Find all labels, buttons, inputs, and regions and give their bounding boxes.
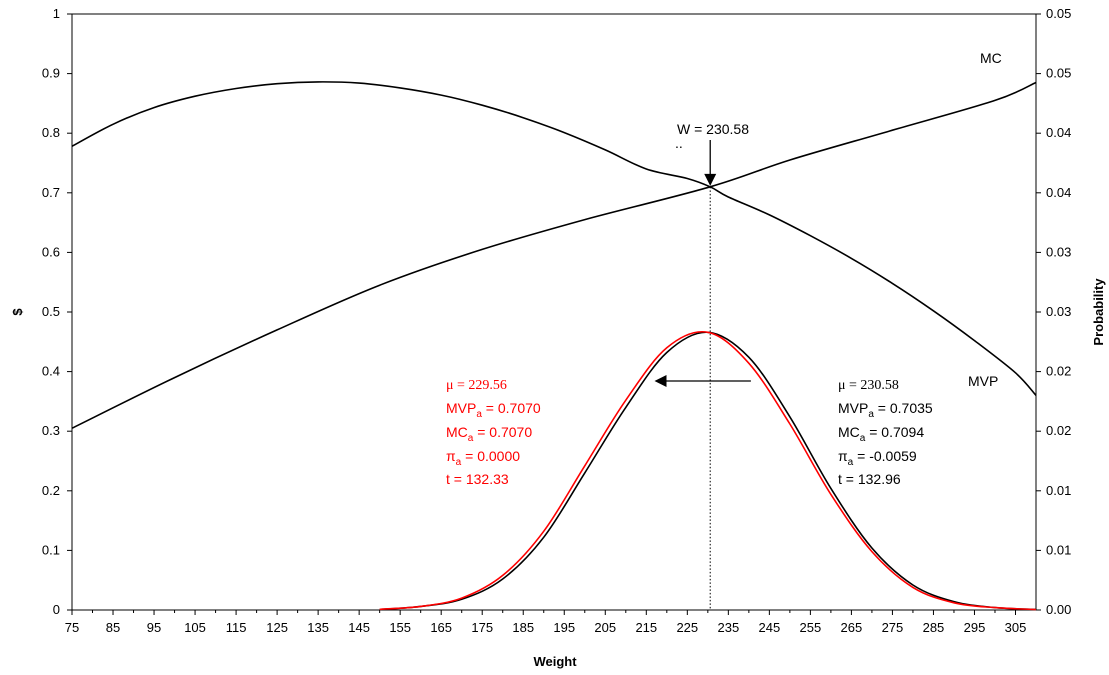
red-mvp: MVPa = 0.7070 — [446, 400, 541, 420]
x-tick-label: 85 — [106, 620, 120, 635]
series-line-mc — [71, 81, 1037, 429]
x-tick-label: 245 — [759, 620, 781, 635]
x-tick-label: 165 — [430, 620, 452, 635]
x-tick-label: 195 — [553, 620, 575, 635]
y-tick-label: 0.3 — [42, 423, 60, 438]
y2-tick-label: 0.04 — [1046, 185, 1071, 200]
mc-label: MC — [980, 50, 1002, 66]
x-tick-label: 235 — [717, 620, 739, 635]
x-tick-label: 135 — [307, 620, 329, 635]
x-tick-label: 225 — [676, 620, 698, 635]
y2-tick-label: 0.05 — [1046, 66, 1071, 81]
red-mu: μ = 229.56 — [446, 378, 507, 393]
black-pi: πa = -0.0059 — [838, 448, 917, 468]
black-t: t = 132.96 — [838, 471, 901, 487]
red-pi: πa = 0.0000 — [446, 448, 520, 468]
red-mc: MCa = 0.7070 — [446, 424, 532, 444]
x-tick-label: 75 — [65, 620, 79, 635]
x-tick-label: 185 — [512, 620, 534, 635]
black-mvp: MVPa = 0.7035 — [838, 400, 933, 420]
x-tick-label: 305 — [1005, 620, 1027, 635]
y2-tick-label: 0.01 — [1046, 542, 1071, 557]
tick-labels: 75 85 95 105 115 125 135 145 155 165 175 185 195 205 2… — [42, 6, 1071, 635]
y-tick-label: 0.1 — [42, 542, 60, 557]
x-tick-label: 125 — [266, 620, 288, 635]
black-mu: μ = 230.58 — [838, 378, 899, 393]
y2-axis-title: Probability — [1091, 278, 1106, 346]
black-stats-block: μ = 230.58 MVPa = 0.7035 MCa = 0.7094 πa… — [838, 378, 933, 487]
x-tick-label: 175 — [471, 620, 493, 635]
tick-marks — [67, 13, 1041, 615]
x-tick-label: 145 — [348, 620, 370, 635]
x-tick-label: 115 — [226, 620, 247, 635]
plot-frame — [71, 13, 1037, 611]
annotations-group: Weight $ Probability W = 230.58 .. MC MV… — [10, 50, 1106, 669]
mvp-label: MVP — [968, 373, 998, 389]
y2-tick-label: 0.05 — [1046, 6, 1071, 21]
y2-tick-label: 0.00 — [1046, 602, 1071, 617]
y-axis-title: $ — [10, 308, 25, 316]
red-stats-block: μ = 229.56 MVPa = 0.7070 MCa = 0.7070 πa… — [446, 378, 541, 487]
y-tick-label: 0 — [53, 602, 60, 617]
y2-tick-label: 0.03 — [1046, 244, 1071, 259]
small-mark: .. — [675, 135, 683, 151]
shift-arrow-head — [654, 375, 667, 387]
x-tick-label: 205 — [594, 620, 616, 635]
y-tick-label: 0.6 — [42, 244, 60, 259]
x-tick-label: 255 — [800, 620, 822, 635]
series-group — [71, 81, 1037, 611]
y2-tick-label: 0.01 — [1046, 483, 1071, 498]
x-tick-label: 295 — [964, 620, 986, 635]
red-t: t = 132.33 — [446, 471, 509, 487]
x-tick-label: 265 — [841, 620, 863, 635]
y-tick-label: 0.9 — [42, 66, 60, 81]
w-label: W = 230.58 — [677, 121, 749, 137]
x-tick-label: 275 — [882, 620, 904, 635]
x-axis-title: Weight — [533, 654, 577, 669]
y-tick-label: 0.5 — [42, 304, 60, 319]
series-line-density-229-56 — [379, 330, 1037, 611]
black-mc: MCa = 0.7094 — [838, 424, 924, 444]
x-tick-label: 215 — [635, 620, 657, 635]
y-tick-label: 0.8 — [42, 125, 60, 140]
y2-tick-label: 0.03 — [1046, 304, 1071, 319]
w-arrow-head — [704, 173, 717, 186]
x-tick-label: 285 — [923, 620, 945, 635]
y-tick-label: 1 — [53, 6, 60, 21]
x-tick-label: 155 — [389, 620, 411, 635]
axes — [71, 13, 1037, 611]
y-tick-label: 0.4 — [42, 364, 60, 379]
series-line-mvp — [71, 81, 1037, 396]
y2-tick-label: 0.04 — [1046, 125, 1071, 140]
y-tick-label: 0.7 — [42, 185, 60, 200]
y2-tick-label: 0.02 — [1046, 423, 1071, 438]
y-tick-label: 0.2 — [42, 483, 60, 498]
x-tick-label: 105 — [184, 620, 206, 635]
x-tick-label: 95 — [147, 620, 161, 635]
y2-tick-label: 0.02 — [1046, 364, 1071, 379]
